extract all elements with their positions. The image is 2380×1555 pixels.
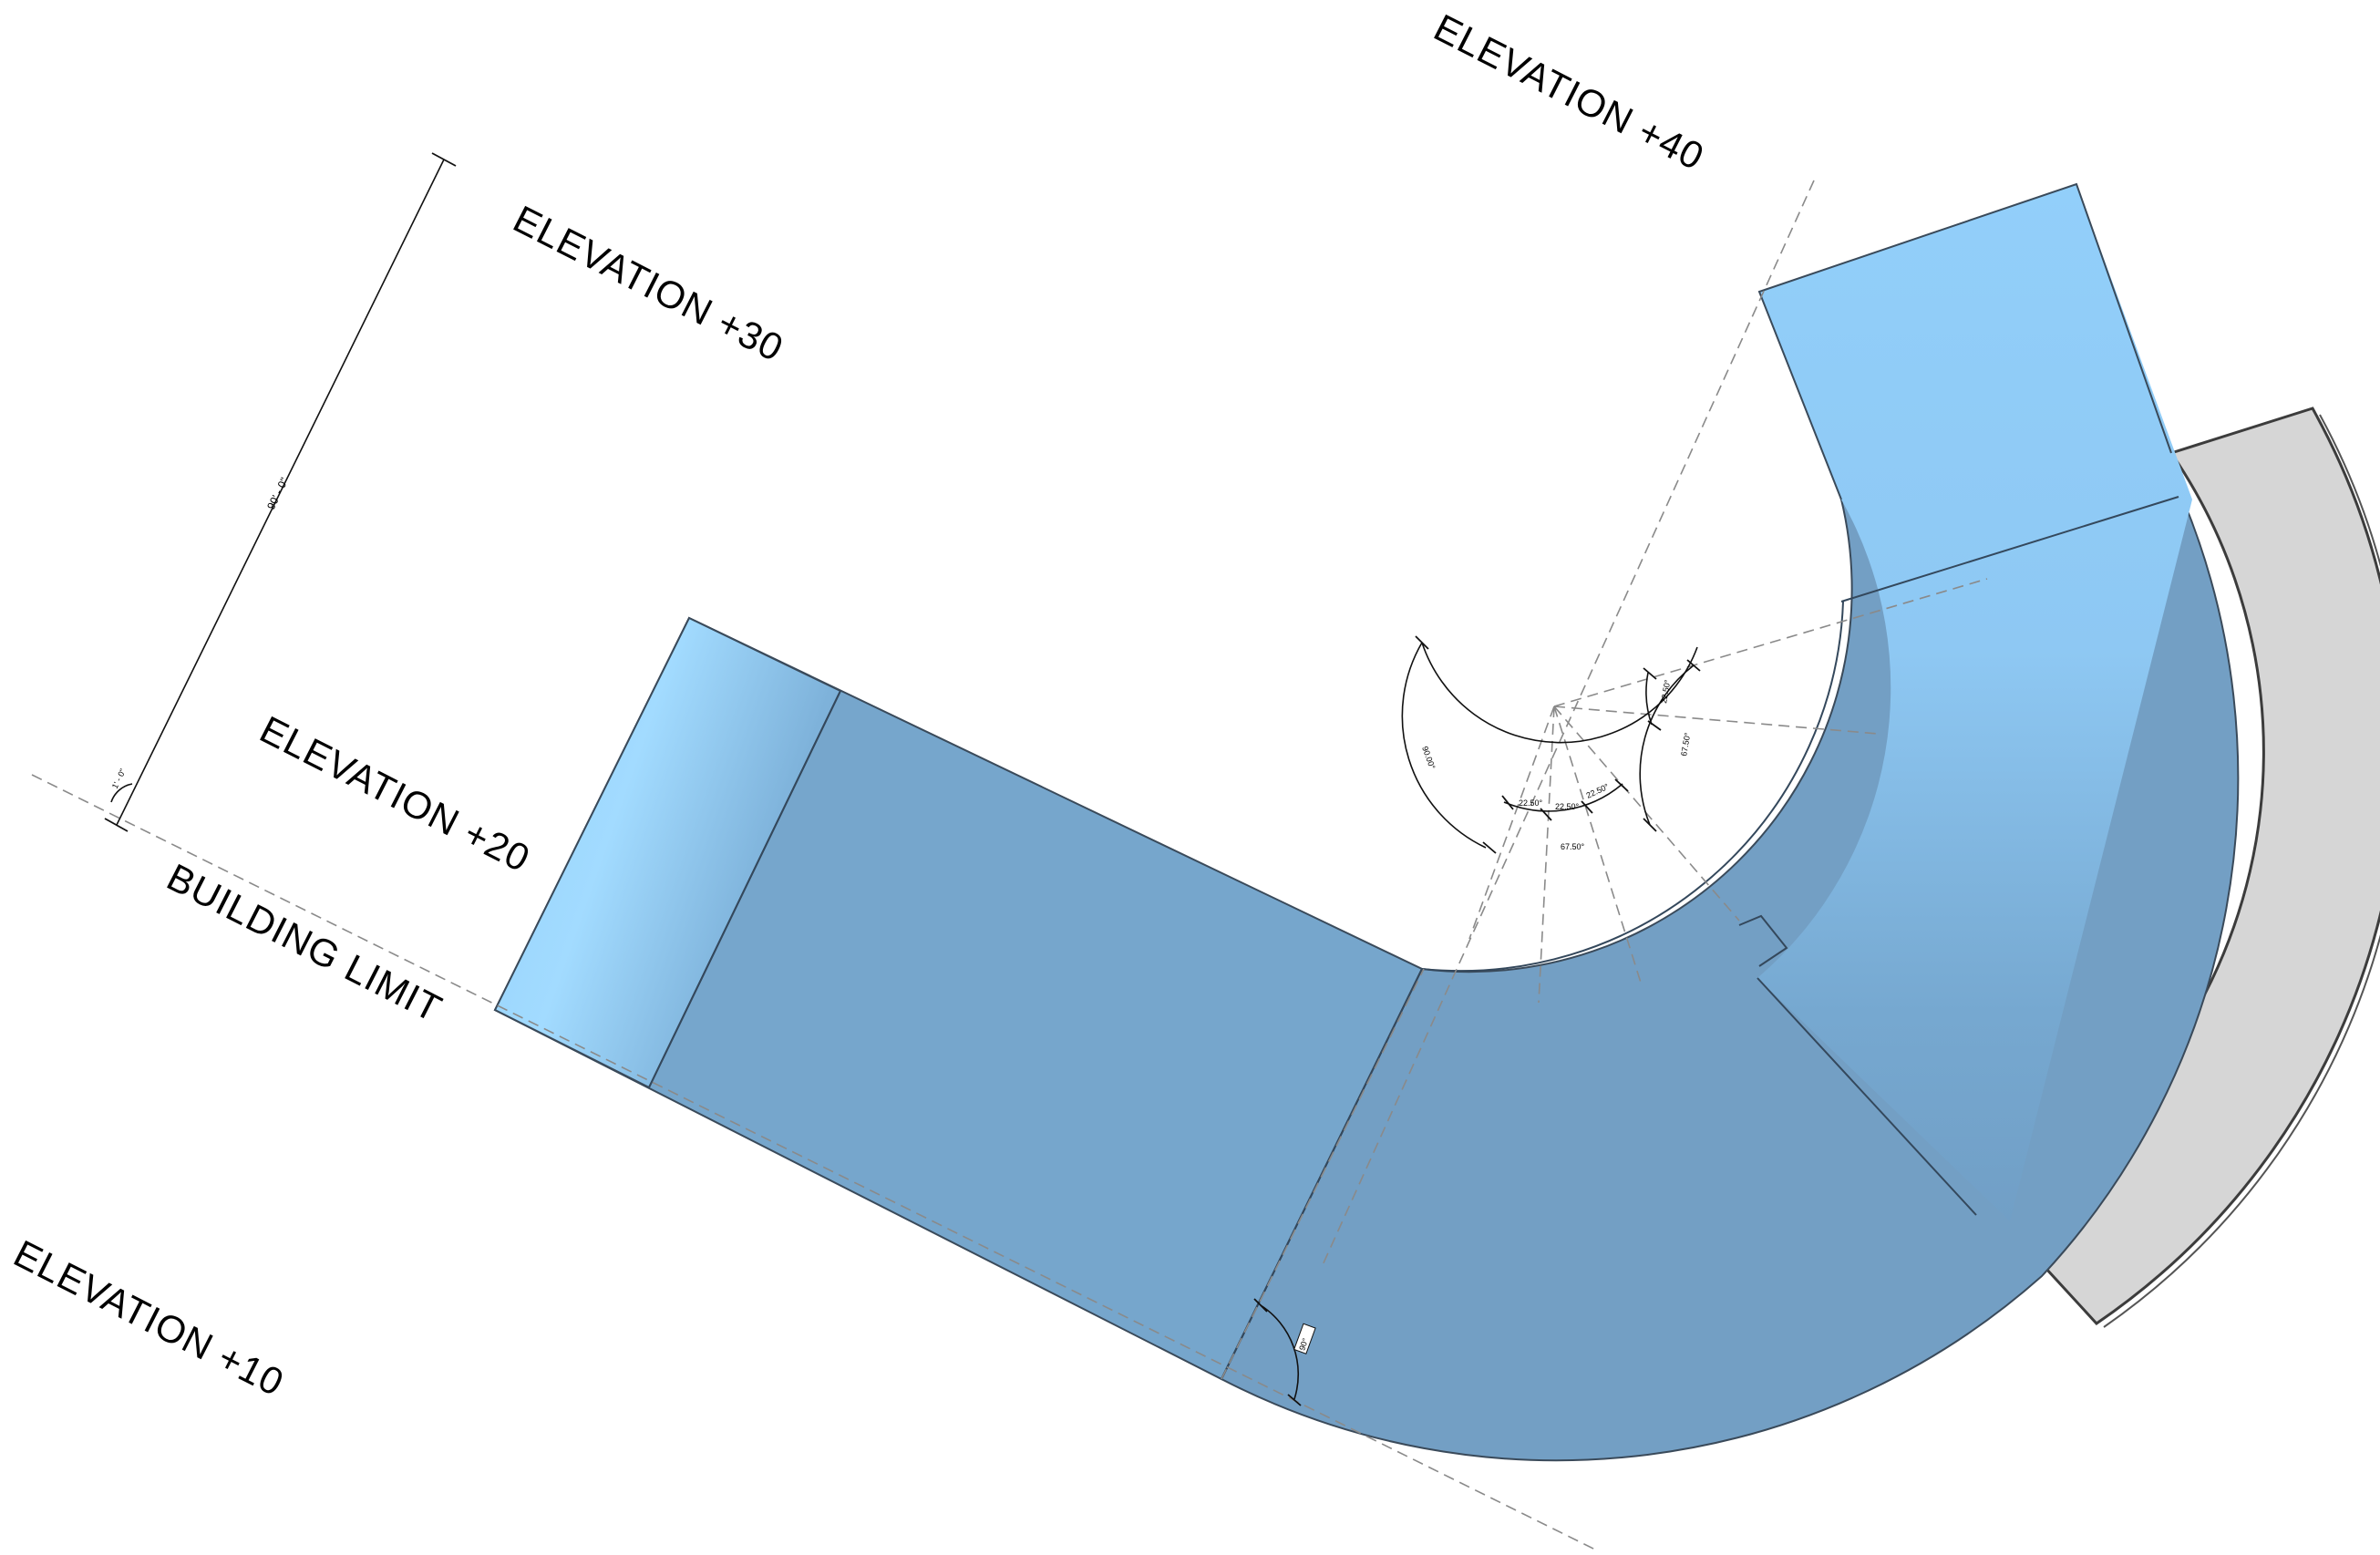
- inner-arc-edge: [1421, 601, 1844, 973]
- radial-guides: [1468, 578, 1988, 1004]
- label-elevation-20: ELEVATION +20: [253, 707, 537, 880]
- upper-ramp-lower-edge: [1757, 977, 1977, 1216]
- label-elevation-40: ELEVATION +40: [1427, 5, 1711, 179]
- base-angle-tag: 90°: [1293, 1323, 1316, 1354]
- angle-label-22-c: 22.50°: [1585, 782, 1611, 800]
- wall-outer-edge: [2103, 414, 2380, 1328]
- angle-label-22-a: 22.50°: [1519, 798, 1543, 808]
- offset-dimension-arc: [110, 783, 133, 803]
- upper-ramp-seam: [1840, 496, 2179, 602]
- svg-text:90°: 90°: [1297, 1336, 1310, 1352]
- guide-line-ramp-edge: [1221, 968, 1425, 1380]
- length-dimension-label: 90' - 0": [264, 476, 291, 512]
- label-building-limit: BUILDING LIMIT: [160, 855, 449, 1030]
- angle-label-22-right: 22.50°: [1659, 678, 1672, 704]
- curved-retaining-wall: [1992, 407, 2380, 1325]
- length-dimension-line: [116, 159, 445, 826]
- guide-line-diagonal: [1321, 180, 1815, 1268]
- upper-ramp: [1757, 184, 2192, 1221]
- angle-label-90-left: 90.00°: [1420, 745, 1437, 770]
- base-angle-arc: [1260, 1304, 1299, 1400]
- angle-label-67-right: 67.50°: [1679, 731, 1692, 757]
- ramp-seam-left: [648, 690, 841, 1088]
- angle-dimensions: [1401, 635, 1701, 854]
- ramp-notch: [1738, 914, 1788, 967]
- angle-label-22-b: 22.50°: [1555, 802, 1580, 811]
- label-elevation-30: ELEVATION +30: [507, 197, 790, 370]
- building-limit-line: [31, 774, 1596, 1550]
- angle-label-67-bottom: 67.50°: [1561, 842, 1585, 851]
- upper-ramp-outline: [1757, 182, 2172, 500]
- label-elevation-10: ELEVATION +10: [7, 1231, 291, 1405]
